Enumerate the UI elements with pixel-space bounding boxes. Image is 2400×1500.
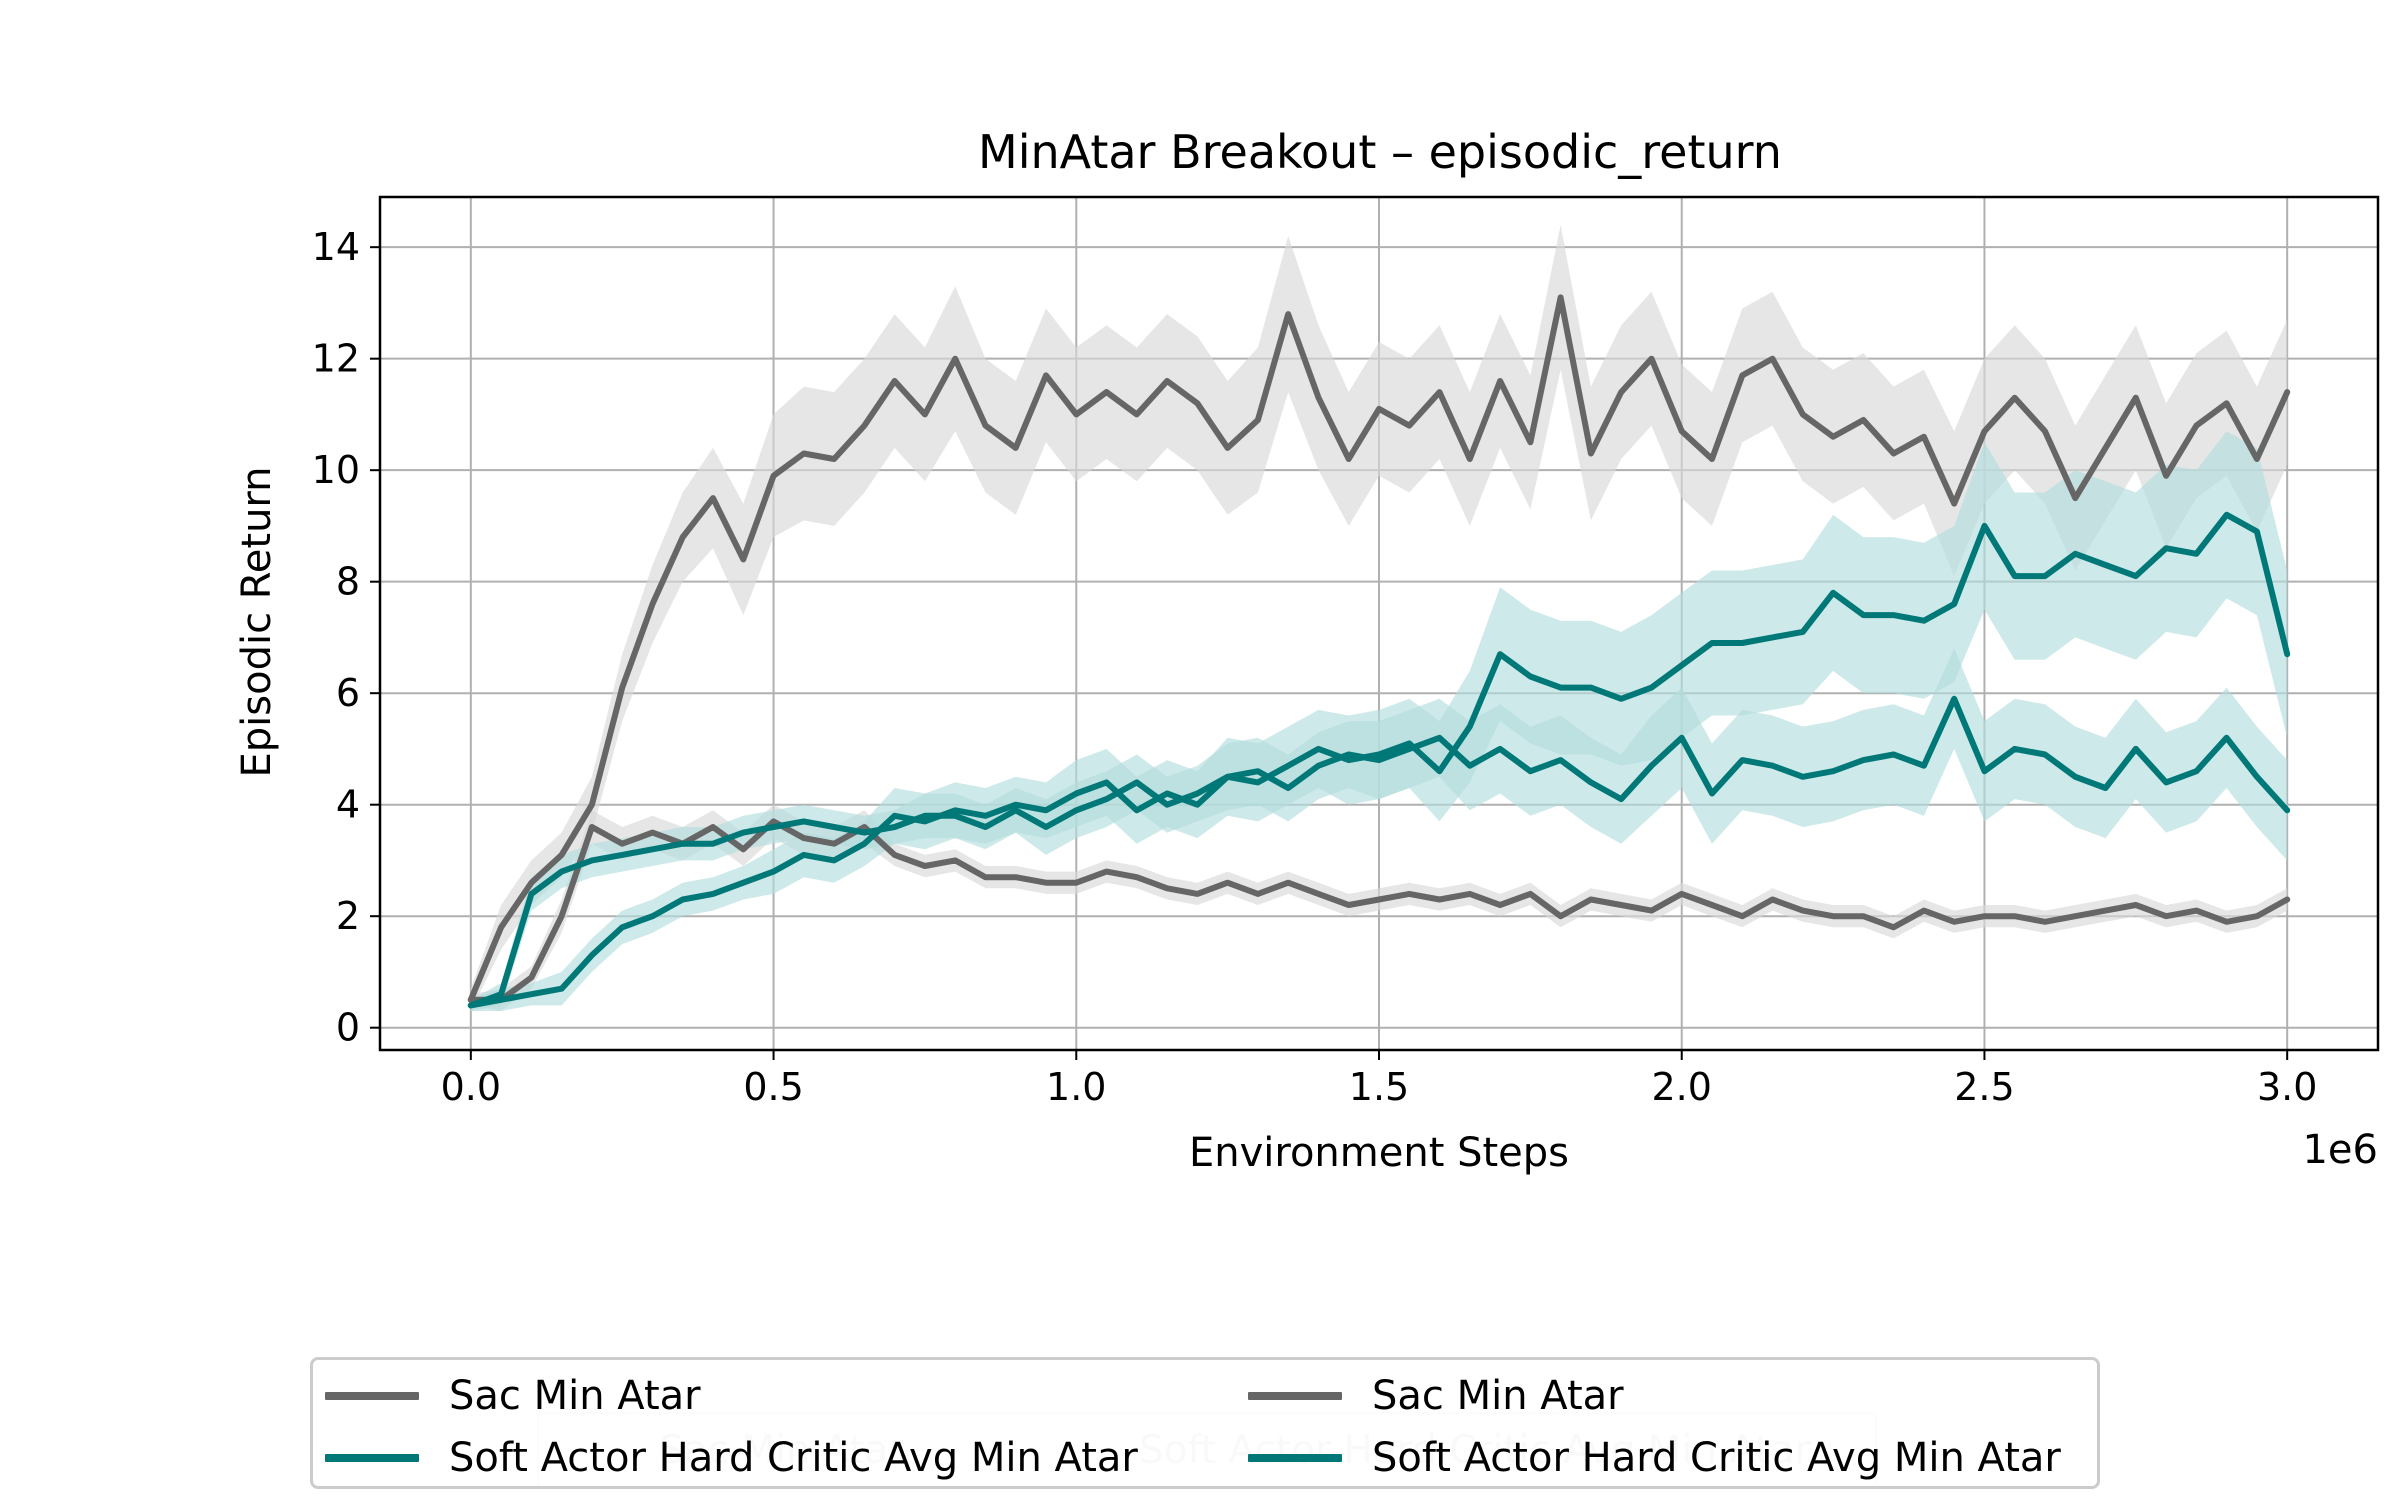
series-line-1 [467,818,2291,1003]
legend-swatch [325,1392,419,1400]
series-band-3 [470,648,2288,1011]
legend-label: Sac Min Atar [449,1373,701,1419]
legend-item: Soft Actor Hard Critic Avg Min Atar [1248,1428,2061,1488]
legend-item: Sac Min Atar [325,1366,701,1426]
x-axis-label: Environment Steps [1189,1130,1569,1176]
legend-label: Soft Actor Hard Critic Avg Min Atar [449,1435,1138,1481]
chart-title: MinAtar Breakout – episodic_return [978,125,1782,179]
confidence-bands [470,224,2288,1011]
legend-item: Sac Min Atar [1248,1366,1624,1426]
y-tick-label: 4 [336,783,360,827]
series-lines [467,294,2291,1009]
legend-swatch [1248,1454,1342,1462]
x-tick-label: 0.0 [441,1065,501,1109]
series-line-0 [467,294,2291,1003]
x-tick-label: 3.0 [2257,1065,2317,1109]
legend-label: Sac Min Atar [1372,1373,1624,1419]
legend-swatch [1248,1392,1342,1400]
x-tick-label: 2.5 [1954,1065,2014,1109]
legend-label: Soft Actor Hard Critic Avg Min Atar [1372,1435,2061,1481]
y-tick-label: 2 [336,894,360,938]
axis-ticks: 0.0 0.5 1.0 1.5 2.0 2.5 3.0 0 2 4 6 8 10 12 14 [312,225,2318,1109]
x-tick-label: 0.5 [743,1065,803,1109]
x-tick-label: 1.0 [1046,1065,1106,1109]
x-axis-multiplier: 1e6 [2302,1127,2378,1173]
legend-swatch [325,1454,419,1462]
series-line-3 [467,695,2291,1009]
legend-item: Soft Actor Hard Critic Avg Min Atar [325,1428,1138,1488]
legend: Sac Min Atar Soft Actor Hard Critic Avg … [310,1357,2100,1489]
y-tick-label: 14 [312,225,360,269]
y-tick-label: 0 [336,1006,360,1050]
y-tick-label: 8 [336,560,360,604]
series-band-0 [470,224,2288,1011]
x-tick-label: 2.0 [1652,1065,1712,1109]
y-axis-label: Episodic Return [234,466,280,777]
y-tick-label: 12 [312,337,360,381]
series-band-1 [470,804,2288,1011]
x-tick-label: 1.5 [1349,1065,1409,1109]
y-tick-label: 6 [336,671,360,715]
y-tick-label: 10 [312,448,360,492]
series-line-2 [467,511,2291,1009]
